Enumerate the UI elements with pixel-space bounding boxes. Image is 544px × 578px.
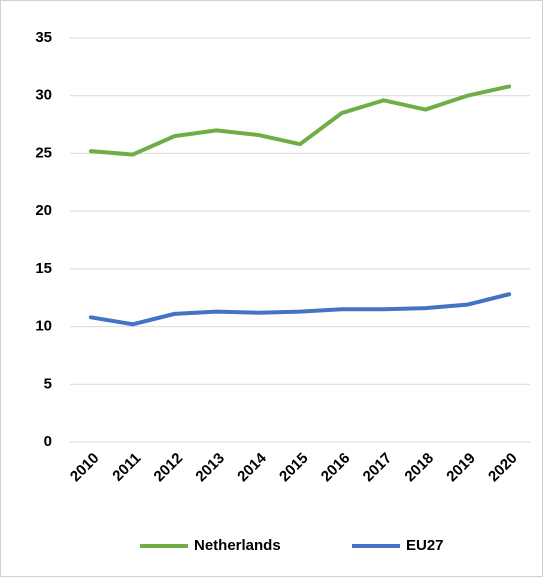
y-tick-label: 30 [35,87,52,104]
y-tick-label: 25 [35,144,52,161]
y-tick-label: 15 [35,260,52,277]
y-tick-label: 20 [35,202,52,219]
series-line [88,292,512,327]
series-line [88,84,512,157]
y-tick-label: 10 [35,318,52,335]
legend-label: EU27 [406,537,444,554]
y-tick-label: 0 [44,433,52,450]
y-tick-label: 35 [35,29,52,46]
legend-label: Netherlands [194,537,281,554]
y-tick-label: 5 [44,375,52,392]
